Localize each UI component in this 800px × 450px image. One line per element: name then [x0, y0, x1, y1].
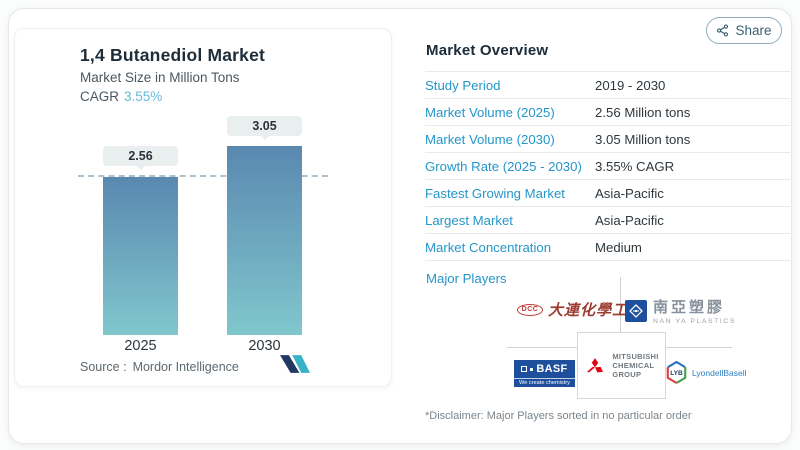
source-value: Mordor Intelligence — [132, 360, 239, 374]
row-label: Growth Rate (2025 - 2030) — [425, 158, 582, 174]
nanya-cjk-name: 南亞塑膠 — [653, 299, 726, 316]
row-label: Fastest Growing Market — [425, 185, 565, 201]
bar-2030 — [227, 146, 302, 335]
player-logo-dcc: DCC 大連化學工業 — [517, 299, 644, 320]
chart-card — [14, 28, 392, 387]
reference-dashed-line — [78, 175, 328, 177]
lyb-abbr: LYB — [670, 370, 683, 377]
cagr-label: CAGR — [80, 89, 120, 104]
row-value: 3.05 Million tons — [595, 131, 691, 147]
mordor-intelligence-logo-icon — [280, 353, 310, 375]
nanya-text-block: 南亞塑膠 NAN YA PLASTICS — [653, 300, 736, 325]
basf-square-solid-icon — [530, 367, 534, 371]
row-label: Study Period — [425, 77, 501, 93]
share-icon — [716, 24, 729, 37]
major-players-label: Major Players — [426, 271, 507, 286]
overview-title: Market Overview — [426, 42, 549, 59]
table-row: Growth Rate (2025 - 2030) 3.55% CAGR — [425, 153, 790, 180]
nanya-diamond-icon — [625, 300, 647, 322]
source-label: Source : — [80, 360, 127, 374]
disclaimer-text: *Disclaimer: Major Players sorted in no … — [425, 410, 692, 422]
x-axis-label-2025: 2025 — [124, 338, 157, 354]
players-grid-horizontal-divider — [507, 347, 577, 348]
row-value: Asia-Pacific — [595, 185, 664, 201]
basf-wordmark: BASF — [514, 360, 575, 378]
players-grid-horizontal-divider — [666, 347, 732, 348]
row-value: 2.56 Million tons — [595, 104, 691, 120]
mitsubishi-line3: GROUP — [612, 370, 642, 379]
mitsubishi-line1: MITSUBISHI — [612, 352, 659, 361]
chart-title: 1,4 Butanediol Market — [80, 45, 266, 65]
overview-table: Study Period 2019 - 2030 Market Volume (2… — [425, 71, 790, 261]
player-logo-mitsubishi-chemical: MITSUBISHI CHEMICAL GROUP — [577, 332, 666, 399]
mitsubishi-three-diamonds-icon — [584, 357, 606, 374]
chart-cagr: CAGR 3.55% — [80, 89, 162, 104]
players-grid-vertical-divider — [620, 277, 621, 333]
player-logo-nanya-plastics: 南亞塑膠 NAN YA PLASTICS — [625, 300, 736, 325]
row-label: Largest Market — [425, 212, 513, 228]
bar-2025 — [103, 177, 178, 335]
player-logo-basf: BASF We create chemistry — [514, 360, 575, 387]
source-attribution: Source : Mordor Intelligence — [80, 360, 239, 374]
row-value: 2019 - 2030 — [595, 77, 666, 93]
mitsubishi-text-block: MITSUBISHI CHEMICAL GROUP — [612, 352, 658, 379]
basf-name: BASF — [536, 363, 568, 375]
chart-subtitle: Market Size in Million Tons — [80, 70, 240, 85]
nanya-latin-name: NAN YA PLASTICS — [653, 318, 737, 325]
row-label: Market Concentration — [425, 239, 552, 255]
x-axis-label-2030: 2030 — [248, 338, 281, 354]
row-label: Market Volume (2025) — [425, 104, 555, 120]
row-value: Asia-Pacific — [595, 212, 664, 228]
table-row: Market Volume (2025) 2.56 Million tons — [425, 99, 790, 126]
table-row: Fastest Growing Market Asia-Pacific — [425, 180, 790, 207]
dcc-company-name: 大連化學工業 — [548, 302, 645, 319]
row-label: Market Volume (2030) — [425, 131, 555, 147]
table-row: Largest Market Asia-Pacific — [425, 207, 790, 234]
bar-value-label-2025: 2.56 — [103, 146, 178, 170]
basf-square-outline-icon — [521, 366, 528, 372]
table-row: Market Concentration Medium — [425, 234, 790, 261]
share-button[interactable]: Share — [706, 17, 782, 44]
row-value: 3.55% CAGR — [595, 158, 675, 174]
bar-value-label-2030: 3.05 — [227, 116, 302, 140]
basf-tagline: We create chemistry — [514, 378, 575, 387]
lyb-hexagon-icon: LYB — [666, 361, 687, 384]
table-row: Market Volume (2030) 3.05 Million tons — [425, 126, 790, 153]
cagr-value: 3.55% — [124, 89, 163, 104]
share-button-label: Share — [735, 23, 772, 38]
lyb-company-name: LyondellBasell — [692, 367, 747, 378]
row-value: Medium — [595, 239, 642, 255]
player-logo-lyondellbasell: LYB LyondellBasell — [666, 361, 747, 384]
dcc-oval-icon: DCC — [517, 303, 543, 316]
table-row: Study Period 2019 - 2030 — [425, 72, 790, 99]
mitsubishi-line2: CHEMICAL — [612, 361, 655, 370]
